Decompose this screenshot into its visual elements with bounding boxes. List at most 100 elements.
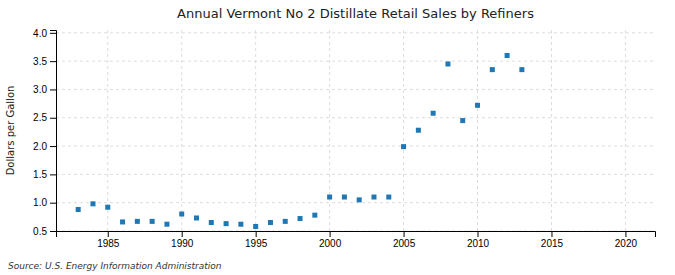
point — [90, 201, 95, 206]
point — [268, 220, 273, 225]
x-tick-label: 2015 — [541, 238, 564, 249]
points — [76, 53, 525, 229]
grid-line — [56, 32, 655, 33]
y-tick-mark — [50, 118, 56, 119]
title: Annual Vermont No 2 Distillate Retail Sa… — [177, 6, 534, 21]
y-tick: 1.5 — [33, 169, 56, 180]
point — [283, 219, 288, 224]
grid-line — [107, 30, 108, 231]
grid-line — [255, 30, 256, 231]
point — [505, 53, 510, 58]
y-tick: 3.5 — [33, 56, 56, 67]
point — [416, 128, 421, 133]
y-tick: 4.0 — [33, 28, 56, 39]
x-tick-mark — [108, 231, 109, 237]
grid-line — [56, 146, 655, 147]
grid-line — [56, 61, 655, 62]
y-tick-label: 4.0 — [33, 28, 47, 39]
y-tick-label: 1.0 — [33, 197, 47, 208]
point — [475, 103, 480, 108]
point — [238, 222, 243, 227]
point — [298, 216, 303, 221]
y-axis-title: Dollars per Gallon — [5, 86, 16, 176]
x-tick-mark — [330, 231, 331, 237]
y-tick: 1.0 — [33, 197, 56, 208]
y-tick: 2.5 — [33, 112, 56, 123]
point — [179, 212, 184, 217]
y-axis: 0.5 1.0 1.5 2.0 2.5 3.0 3.5 4.0 — [33, 28, 56, 237]
annotation: Source: U.S. Energy Information Administ… — [8, 261, 222, 271]
grid-line — [403, 30, 404, 231]
y-tick-label: 2.5 — [33, 112, 47, 123]
y-tick: 0.5 — [33, 226, 56, 237]
grid-line — [477, 30, 478, 231]
y-tick-label: 1.5 — [33, 169, 47, 180]
chart: 1985 1990 1995 2000 2005 2010 2015 2020 0.5 1.0 1.… — [0, 0, 675, 275]
point — [445, 61, 450, 66]
x-tick-mark — [256, 231, 257, 237]
point — [327, 195, 332, 200]
y-tick-label: 3.0 — [33, 84, 47, 95]
grid-line — [181, 30, 182, 231]
x-tick-label: 2000 — [319, 238, 342, 249]
x-tick: 2020 — [615, 231, 638, 249]
x-tick: 1985 — [97, 231, 120, 249]
point — [135, 219, 140, 224]
y-tick: 3.0 — [33, 84, 56, 95]
x-tick-mark — [551, 231, 552, 237]
x-tick-mark — [625, 231, 626, 237]
point — [371, 195, 376, 200]
y-tick-label: 0.5 — [33, 226, 47, 237]
y-tick-mark — [50, 231, 56, 232]
point — [490, 67, 495, 72]
x-tick-label: 1985 — [97, 238, 120, 249]
x-tick-mark — [182, 231, 183, 237]
x-axis: 1985 1990 1995 2000 2005 2010 2015 2020 — [57, 231, 656, 249]
point — [105, 205, 110, 210]
grid-line — [56, 117, 655, 118]
point — [401, 144, 406, 149]
x-tick-mark — [404, 231, 405, 237]
point — [150, 219, 155, 224]
x-tick-label: 2005 — [393, 238, 416, 249]
x-tick: 1990 — [171, 231, 194, 249]
y-tick: 2.0 — [33, 141, 56, 152]
y-axis-line — [50, 31, 57, 232]
point — [460, 118, 465, 123]
grid-line — [329, 30, 330, 231]
point — [194, 215, 199, 220]
y-tick-label: 3.5 — [33, 56, 47, 67]
point — [76, 207, 81, 212]
point — [209, 220, 214, 225]
grid-line — [56, 202, 655, 203]
x-tick: 2010 — [467, 231, 490, 249]
grid-line — [56, 89, 655, 90]
y-tick-mark — [50, 174, 56, 175]
y-tick-mark — [50, 146, 56, 147]
x-tick-label: 1990 — [171, 238, 194, 249]
grid — [56, 30, 655, 231]
x-tick-mark — [478, 231, 479, 237]
y-tick-label: 2.0 — [33, 141, 47, 152]
x-tick-label: 2010 — [467, 238, 490, 249]
y-tick-mark — [50, 89, 56, 90]
point — [357, 197, 362, 202]
y-tick-mark — [50, 203, 56, 204]
y-tick-mark — [50, 33, 56, 34]
x-tick-label: 1995 — [245, 238, 268, 249]
grid-line — [56, 174, 655, 175]
point — [519, 67, 524, 72]
x-tick: 1995 — [245, 231, 268, 249]
point — [386, 195, 391, 200]
point — [120, 219, 125, 224]
x-tick: 2015 — [541, 231, 564, 249]
point — [253, 224, 258, 229]
plot-area: 1985 1990 1995 2000 2005 2010 2015 2020 0.5 1.0 1.… — [33, 28, 655, 250]
x-tick: 2005 — [393, 231, 416, 249]
point — [224, 221, 229, 226]
x-tick-label: 2020 — [615, 238, 638, 249]
point — [342, 195, 347, 200]
grid-line — [625, 30, 626, 231]
x-axis-line — [57, 232, 656, 238]
grid-line — [551, 30, 552, 231]
